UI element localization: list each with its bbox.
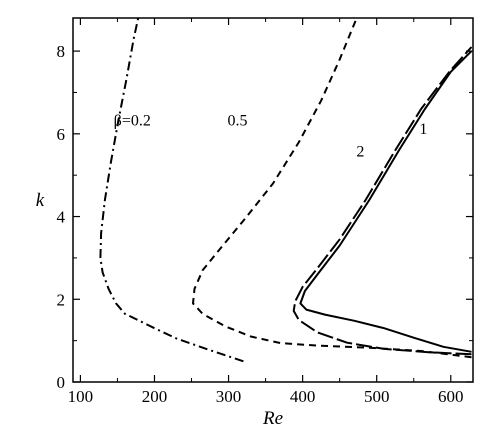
y-tick-label: 0 (57, 373, 66, 392)
x-tick-label: 400 (290, 387, 316, 406)
x-tick-label: 300 (216, 387, 242, 406)
y-tick-label: 8 (57, 42, 66, 61)
x-tick-label: 600 (438, 387, 464, 406)
plot-lines (99, 18, 473, 363)
series-line-0 (99, 18, 244, 363)
series-line-2 (299, 50, 473, 353)
tick-labels: 100 200 300 400 500 600 0 2 4 6 8 (57, 42, 464, 406)
x-tick-label: 100 (68, 387, 94, 406)
axis-ticks (73, 18, 473, 383)
plot-frame (72, 17, 474, 383)
annotations: β=0.2 0.5 1 2 (114, 113, 428, 161)
curve-label-2: 1 (419, 121, 427, 138)
x-tick-label: 500 (364, 387, 390, 406)
y-tick-label: 2 (57, 290, 66, 309)
curve-label-1: 0.5 (227, 113, 247, 130)
x-axis-label: Re (262, 408, 283, 429)
curve-label-3: 2 (356, 144, 364, 161)
curve-label-0: β=0.2 (114, 113, 151, 130)
x-tick-label: 200 (142, 387, 168, 406)
series-line-3 (292, 46, 473, 356)
series-line-1 (192, 18, 472, 359)
y-axis-label: k (36, 190, 45, 211)
y-tick-label: 6 (57, 125, 66, 144)
y-tick-label: 4 (57, 208, 66, 227)
